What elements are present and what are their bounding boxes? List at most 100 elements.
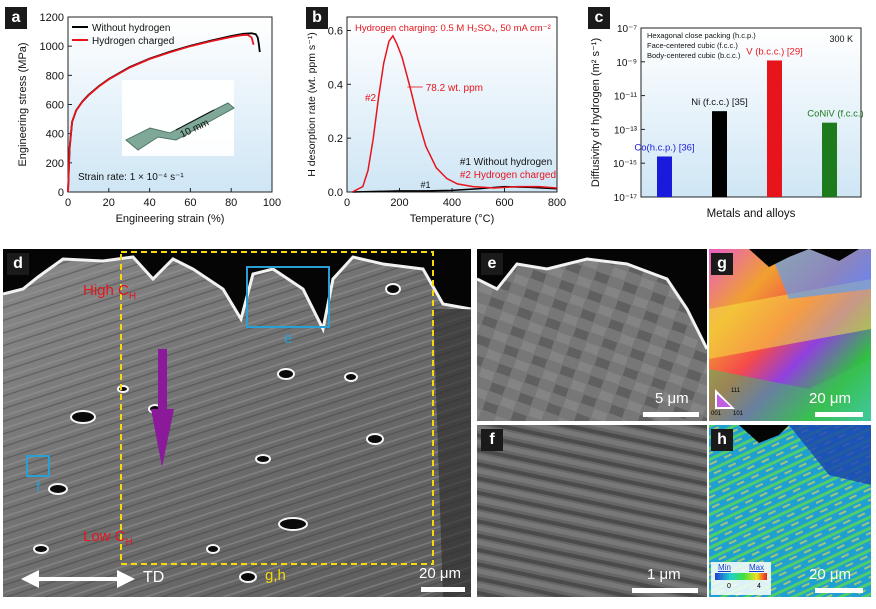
- x-tick-label: 60: [184, 197, 196, 209]
- y-axis-label: Engineering stress (MPa): [17, 42, 29, 166]
- y-tick-label: 10⁻¹⁷: [614, 193, 638, 204]
- ebsd-ipf-image: [709, 249, 871, 421]
- gauge-line: [175, 109, 215, 131]
- micrograph-f-image: [477, 425, 707, 597]
- y-tick-label: 10⁻⁹: [616, 58, 637, 69]
- kam-max-value: 4: [757, 583, 761, 590]
- panel-e-micrograph: e 5 μm: [477, 249, 707, 421]
- box-e-label: e: [284, 330, 293, 347]
- y-tick-label: 0.4: [328, 79, 343, 91]
- bar-4: [822, 122, 837, 197]
- legend-label-2: #2 Hydrogen charged: [460, 170, 556, 181]
- panel-f-micrograph: f 1 μm: [477, 425, 707, 597]
- panel-d-label: d: [7, 253, 29, 275]
- panel-d-micrograph: d High CH Low CH e f g,h TD 20 μm: [3, 249, 471, 597]
- series-1-tag: #1: [421, 180, 431, 190]
- x-tick-label: 20: [103, 197, 115, 209]
- plot-area: [346, 16, 558, 193]
- structure-note-2: Face-centered cubic (f.c.c.): [647, 41, 738, 50]
- panel-h-kam-map: h Min Max 0 4 20 μm: [709, 425, 871, 597]
- y-tick-label: 800: [46, 70, 64, 82]
- panel-h-label: h: [711, 429, 733, 451]
- kam-min-value: 0: [727, 583, 731, 590]
- y-axis-label: H desorption rate (wt. ppm s⁻¹): [306, 32, 318, 176]
- ipf-111: 111: [731, 388, 741, 394]
- low-ch-text: Low C: [83, 528, 126, 545]
- y-axis-label: Diffusivity of hydrogen (m² s⁻¹): [590, 38, 602, 187]
- specimen-shape: [125, 102, 235, 151]
- x-axis-label: Engineering strain (%): [116, 213, 225, 225]
- y-tick-label: 0.2: [328, 133, 343, 145]
- charging-condition: Hydrogen charging: 0.5 M H₂SO₄, 50 mA cm…: [355, 23, 551, 34]
- bar-1: [657, 156, 672, 197]
- x-axis-label: Metals and alloys: [707, 208, 796, 220]
- x-axis-label: Temperature (°C): [410, 213, 494, 225]
- y-tick-label: 0.0: [328, 187, 343, 199]
- panel-a: a 0 20 40 60 80 100 0 200 400 600 800 1000 1200 Engin…: [0, 0, 290, 240]
- scale-e-label: 5 μm: [655, 390, 689, 407]
- y-tick-label: 10⁻¹³: [614, 125, 638, 136]
- scale-d-label: 20 μm: [419, 565, 461, 582]
- y-tick-label: 10⁻¹⁵: [613, 159, 637, 170]
- panel-c-label: c: [588, 7, 610, 29]
- bar-3: [767, 60, 782, 197]
- diffusivity-chart: 10⁻¹⁷ 10⁻¹⁵ 10⁻¹³ 10⁻¹¹ 10⁻⁹ 10⁻⁷ Metals and a…: [590, 24, 864, 220]
- bar-2: [712, 111, 727, 197]
- y-tick-label: 600: [46, 100, 64, 112]
- y-tick-label: 200: [46, 158, 64, 170]
- x-tick-label: 0: [65, 197, 71, 209]
- y-tick-label: 400: [46, 129, 64, 141]
- structure-note-3: Body-centered cubic (b.c.c.): [647, 51, 741, 60]
- strain-rate-annotation: Strain rate: 1 × 10⁻⁴ s⁻¹: [78, 172, 184, 183]
- desorption-chart: 0 200 400 600 800 0.0 0.2 0.4 0.6 Temperature (°C…: [306, 16, 566, 225]
- legend-label-2: Hydrogen charged: [92, 36, 174, 47]
- low-ch-sub: H: [125, 537, 133, 548]
- panel-b: b 0 200 400 600 800 0.0 0.2 0.4 0.6 Temperature (…: [295, 0, 585, 240]
- panel-g-ebsd-map: g 111 001 101 20 μm: [709, 249, 871, 421]
- legend-label-1: Without hydrogen: [92, 23, 170, 34]
- y-tick-label: 1200: [40, 12, 64, 24]
- x-tick-label: 800: [548, 197, 566, 209]
- x-tick-label: 400: [443, 197, 461, 209]
- y-tick-label: 0.6: [328, 25, 343, 37]
- x-tick-label: 0: [344, 197, 350, 209]
- x-tick-label: 80: [225, 197, 237, 209]
- x-tick-label: 600: [495, 197, 513, 209]
- high-ch-sub: H: [128, 291, 137, 302]
- box-f-label: f: [36, 479, 41, 496]
- stress-strain-chart: 0 20 40 60 80 100020040060080010001200Enginee…: [17, 12, 281, 225]
- panel-a-label: a: [5, 7, 27, 29]
- y-tick-label: 1000: [40, 41, 64, 53]
- low-ch-label: Low CH: [83, 528, 133, 548]
- series-2-tag: #2: [365, 93, 377, 104]
- desorbed-amount: 78.2 wt. ppm: [426, 83, 483, 94]
- kam-min-label: Min: [718, 563, 731, 572]
- bar-label-1: Co(h.c.p.) [36]: [634, 142, 694, 153]
- micrograph-d-image: [3, 249, 471, 597]
- high-ch-label: High CH: [83, 282, 136, 302]
- bar-label-4: CoNiV (f.c.c.): [807, 109, 863, 120]
- y-tick-label: 10⁻⁷: [617, 24, 637, 35]
- td-label: TD: [143, 569, 165, 586]
- temperature-label: 300 K: [829, 34, 853, 44]
- bar-label-2: Ni (f.c.c.) [35]: [691, 97, 747, 108]
- y-tick-label: 10⁻¹¹: [614, 92, 638, 103]
- scale-f-label: 1 μm: [647, 566, 681, 583]
- panel-e-label: e: [481, 253, 503, 275]
- scale-h-label: 20 μm: [809, 566, 851, 583]
- legend-label-1: #1 Without hydrogen: [460, 157, 552, 168]
- high-ch-text: High C: [83, 282, 129, 299]
- series-line-2: [67, 33, 255, 193]
- x-tick-label: 200: [390, 197, 408, 209]
- panel-g-label: g: [711, 253, 733, 275]
- bar-label-3: V (b.c.c.) [29]: [746, 46, 803, 57]
- x-tick-label: 100: [263, 197, 281, 209]
- ipf-101: 101: [733, 411, 744, 417]
- y-tick-label: 0: [58, 187, 64, 199]
- panel-f-label: f: [481, 429, 503, 451]
- structure-note-1: Hexagonal close packing (h.c.p.): [647, 31, 756, 40]
- kam-map-image: [709, 425, 871, 597]
- x-tick-label: 40: [143, 197, 155, 209]
- scale-g-label: 20 μm: [809, 390, 851, 407]
- panel-b-label: b: [306, 7, 328, 29]
